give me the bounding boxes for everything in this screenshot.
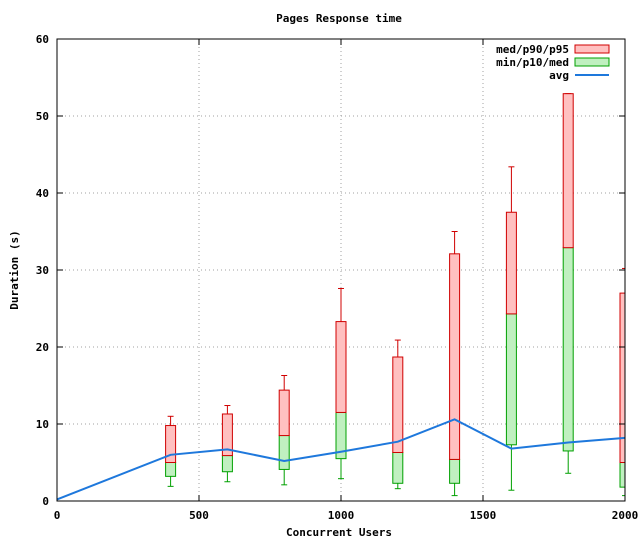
box-upper bbox=[449, 253, 461, 460]
x-tick-label: 1000 bbox=[328, 509, 355, 522]
box-lower bbox=[505, 313, 517, 446]
box-upper bbox=[562, 93, 574, 249]
box-upper bbox=[335, 321, 347, 413]
plot-area bbox=[56, 93, 626, 501]
y-tick-label: 50 bbox=[36, 110, 49, 123]
box-lower bbox=[278, 435, 290, 470]
axis-ticks: 0 500 1000 1500 2000 0 10 20 30 40 50 60 bbox=[36, 33, 639, 522]
box-upper bbox=[221, 413, 233, 457]
chart-title: Pages Response time bbox=[276, 12, 402, 25]
box-lower bbox=[221, 455, 233, 473]
y-axis-title: Duration (s) bbox=[8, 230, 21, 309]
x-tick-label: 0 bbox=[54, 509, 61, 522]
y-tick-label: 40 bbox=[36, 187, 49, 200]
x-tick-label: 1500 bbox=[470, 509, 497, 522]
x-tick-label: 500 bbox=[189, 509, 209, 522]
y-tick-label: 0 bbox=[42, 495, 49, 508]
x-tick-label: 2000 bbox=[612, 509, 639, 522]
box-upper bbox=[505, 211, 517, 315]
box-upper bbox=[392, 356, 404, 453]
box-lower bbox=[619, 462, 626, 488]
box-lower bbox=[449, 458, 461, 484]
legend-label: min/p10/med bbox=[496, 56, 569, 69]
legend-label: avg bbox=[549, 69, 569, 82]
box-upper bbox=[278, 389, 290, 437]
y-tick-label: 10 bbox=[36, 418, 49, 431]
box-lower bbox=[562, 247, 574, 452]
legend-swatch bbox=[574, 57, 610, 67]
y-tick-label: 20 bbox=[36, 341, 49, 354]
box-lower bbox=[165, 462, 177, 477]
box-upper bbox=[165, 425, 177, 464]
box-lower bbox=[392, 451, 404, 484]
y-tick-label: 30 bbox=[36, 264, 49, 277]
legend-swatch bbox=[574, 44, 610, 54]
x-axis-title: Concurrent Users bbox=[286, 526, 392, 539]
avg-line bbox=[56, 418, 626, 501]
legend-label: med/p90/p95 bbox=[496, 43, 569, 56]
y-tick-label: 60 bbox=[36, 33, 49, 46]
